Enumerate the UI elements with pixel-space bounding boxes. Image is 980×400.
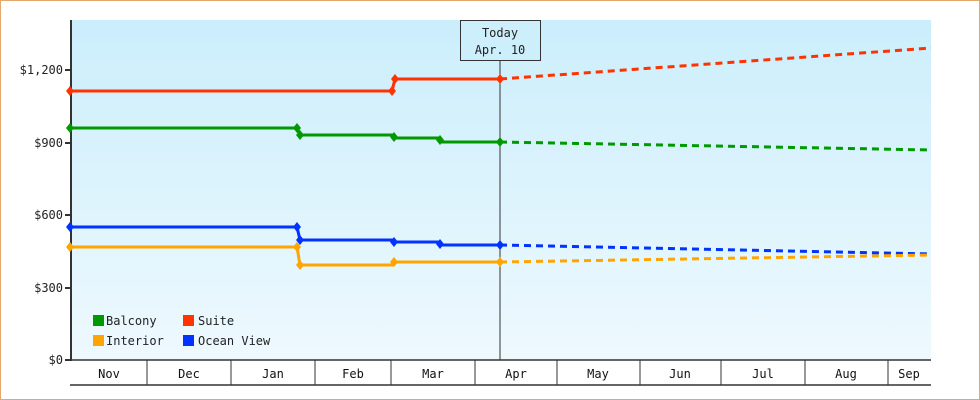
month-label-jul: Jul bbox=[752, 367, 774, 381]
y-tick-label: $600 bbox=[34, 208, 63, 222]
legend-label-suite: Suite bbox=[198, 314, 234, 328]
month-label-nov: Nov bbox=[98, 367, 120, 381]
legend-label-balcony: Balcony bbox=[106, 314, 157, 328]
legend-swatch-balcony bbox=[93, 315, 104, 326]
plot-area bbox=[71, 20, 931, 360]
month-label-apr: Apr bbox=[505, 367, 527, 381]
month-label-sep: Sep bbox=[898, 367, 920, 381]
y-tick-label: $1,200 bbox=[20, 63, 63, 77]
month-label-jun: Jun bbox=[669, 367, 691, 381]
series-balcony bbox=[66, 123, 932, 152]
legend-swatch-ocean-view bbox=[183, 335, 194, 346]
month-label-may: May bbox=[587, 367, 609, 381]
y-tick-label: $900 bbox=[34, 136, 63, 150]
today-date-label: Apr. 10 bbox=[475, 43, 526, 57]
x-axis-months: Nov Dec Jan Feb Mar Apr May Jun Jul Aug … bbox=[70, 359, 931, 386]
legend-label-ocean-view: Ocean View bbox=[198, 334, 271, 348]
y-tick-label: $0 bbox=[49, 353, 63, 367]
legend-swatch-suite bbox=[183, 315, 194, 326]
legend-swatch-interior bbox=[93, 335, 104, 346]
month-label-jan: Jan bbox=[262, 367, 284, 381]
month-label-aug: Aug bbox=[835, 367, 857, 381]
month-label-feb: Feb bbox=[342, 367, 364, 381]
today-label: Today bbox=[482, 26, 518, 40]
series-suite bbox=[66, 46, 932, 96]
month-label-mar: Mar bbox=[422, 367, 444, 381]
y-ticks: $0 $300 $600 $900 $1,200 bbox=[20, 63, 71, 367]
legend-label-interior: Interior bbox=[106, 334, 164, 348]
y-tick-label: $300 bbox=[34, 281, 63, 295]
today-marker: Today Apr. 10 bbox=[460, 20, 541, 360]
legend: Balcony Suite Interior Ocean View bbox=[93, 314, 271, 348]
month-label-dec: Dec bbox=[178, 367, 200, 381]
series-interior bbox=[66, 242, 932, 270]
series-ocean-view bbox=[66, 222, 932, 256]
